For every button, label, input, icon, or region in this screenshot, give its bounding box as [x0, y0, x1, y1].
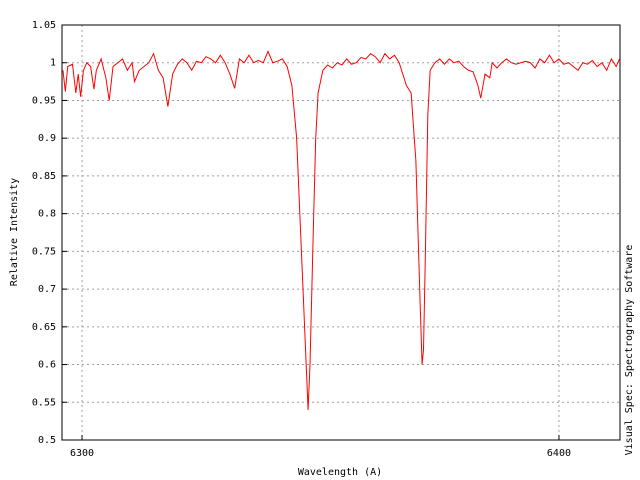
y-tick-label: 0.95	[32, 95, 56, 106]
y-tick-label: 0.75	[32, 246, 56, 257]
y-tick-label: 0.5	[38, 435, 56, 446]
spectrum-line	[62, 50, 620, 410]
y-tick-label: 0.7	[38, 284, 56, 295]
plot-border	[61, 24, 621, 441]
y-tick-label: 1.05	[32, 20, 56, 31]
y-tick-label: 0.8	[38, 209, 56, 220]
x-tick-label: 6300	[70, 448, 94, 459]
y-tick-label: 0.55	[32, 397, 56, 408]
y-tick-label: 1	[50, 58, 56, 69]
y-tick-label: 0.85	[32, 171, 56, 182]
annotation: Visual Spec: Spectrography Software	[624, 245, 635, 456]
y-tick-label: 0.9	[38, 133, 56, 144]
x-axis-label: Wavelength (A)	[298, 467, 382, 478]
x-tick-label: 6400	[547, 448, 571, 459]
y-tick-label: 0.65	[32, 322, 56, 333]
y-axis-label: Relative Intensity	[9, 178, 20, 286]
y-tick-label: 0.6	[38, 360, 56, 371]
